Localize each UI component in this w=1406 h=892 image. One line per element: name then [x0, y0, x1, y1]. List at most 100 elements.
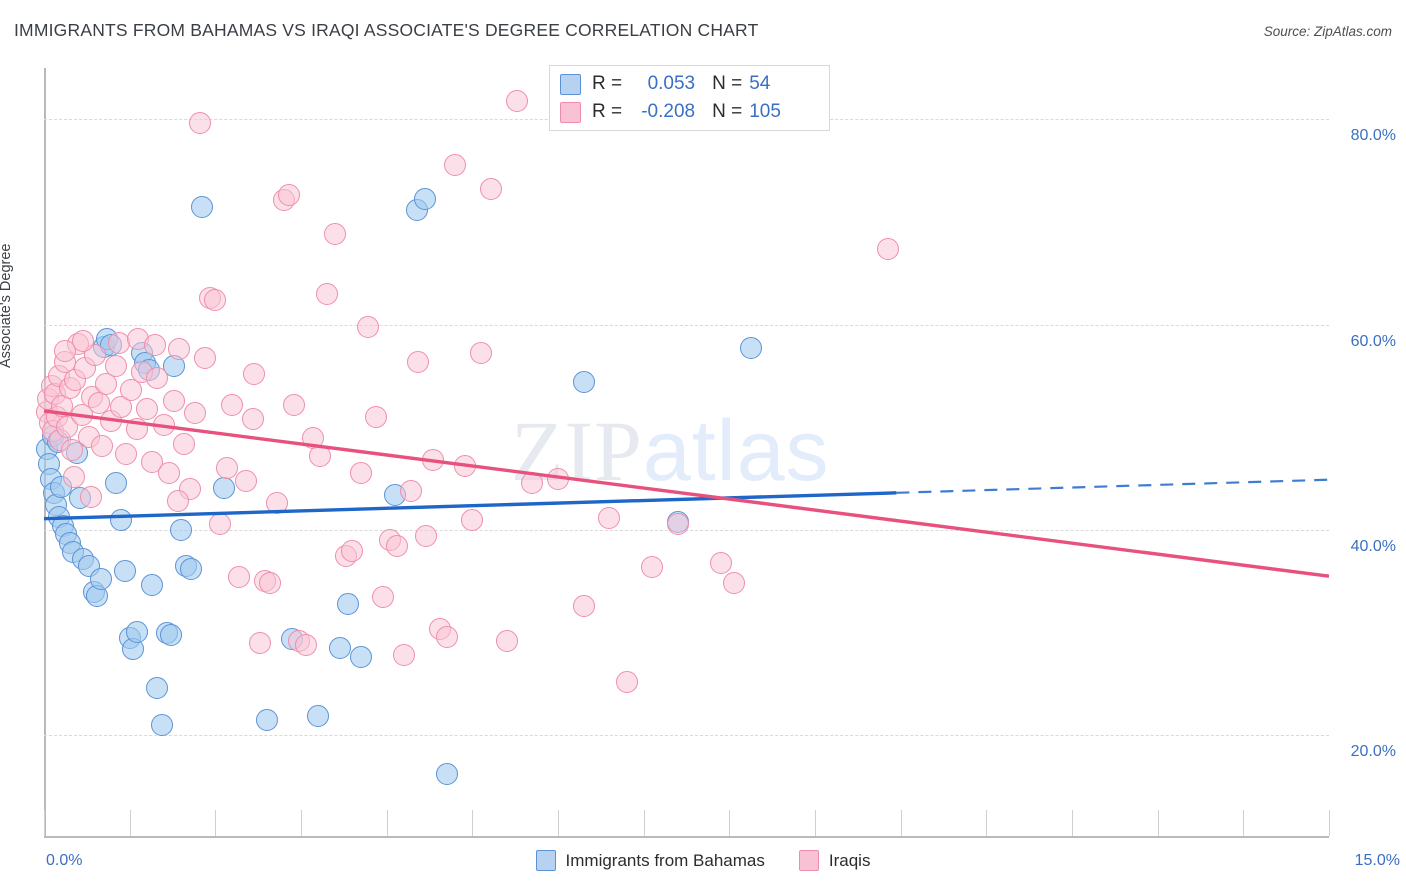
x-axis-tick — [1243, 810, 1245, 836]
scatter-point[interactable] — [159, 623, 182, 646]
scatter-point[interactable] — [615, 670, 638, 693]
scatter-point[interactable] — [641, 555, 664, 578]
scatter-point[interactable] — [183, 401, 206, 424]
scatter-point[interactable] — [415, 525, 438, 548]
scatter-point[interactable] — [125, 620, 148, 643]
scatter-point[interactable] — [739, 337, 762, 360]
scatter-point[interactable] — [62, 465, 85, 488]
scatter-point[interactable] — [194, 346, 217, 369]
scatter-point[interactable] — [89, 568, 112, 591]
scatter-point[interactable] — [91, 434, 114, 457]
legend-item-bahamas[interactable]: Immigrants from Bahamas — [535, 850, 765, 871]
scatter-point[interactable] — [242, 408, 265, 431]
scatter-point[interactable] — [242, 362, 265, 385]
legend-color-bahamas-icon — [535, 850, 556, 871]
scatter-point[interactable] — [140, 574, 163, 597]
legend-r-value-bahamas: 0.053 — [647, 73, 696, 94]
scatter-point[interactable] — [204, 289, 227, 312]
scatter-point[interactable] — [444, 153, 467, 176]
scatter-point[interactable] — [461, 508, 484, 531]
x-axis-tick — [215, 810, 217, 836]
scatter-point[interactable] — [341, 539, 364, 562]
scatter-point[interactable] — [283, 393, 306, 416]
scatter-point[interactable] — [135, 397, 158, 420]
scatter-point[interactable] — [505, 89, 528, 112]
scatter-point[interactable] — [94, 373, 117, 396]
scatter-point[interactable] — [315, 282, 338, 305]
scatter-point[interactable] — [295, 633, 318, 656]
scatter-point[interactable] — [180, 558, 203, 580]
scatter-point[interactable] — [144, 334, 167, 357]
y-tick-label: 60.0% — [1350, 332, 1396, 350]
scatter-point[interactable] — [146, 367, 169, 390]
scatter-point[interactable] — [170, 519, 193, 541]
scatter-point[interactable] — [61, 438, 84, 461]
scatter-point[interactable] — [709, 551, 732, 574]
scatter-point[interactable] — [876, 237, 899, 260]
scatter-point[interactable] — [666, 512, 689, 535]
scatter-point[interactable] — [324, 223, 347, 246]
scatter-point[interactable] — [216, 457, 239, 480]
scatter-point[interactable] — [163, 389, 186, 412]
scatter-point[interactable] — [480, 178, 503, 201]
scatter-point[interactable] — [307, 704, 330, 727]
scatter-point[interactable] — [151, 714, 174, 737]
scatter-point[interactable] — [469, 342, 492, 365]
legend-color-iraqis-icon — [798, 850, 819, 871]
scatter-point[interactable] — [328, 637, 351, 660]
scatter-point[interactable] — [110, 508, 133, 531]
scatter-point[interactable] — [221, 393, 244, 416]
scatter-point[interactable] — [392, 644, 415, 667]
scatter-point[interactable] — [337, 592, 360, 615]
x-axis-tick — [472, 810, 474, 836]
scatter-point[interactable] — [158, 461, 181, 484]
legend-item-iraqis[interactable]: Iraqis — [798, 850, 870, 871]
scatter-point[interactable] — [349, 646, 372, 669]
x-axis-max-label: 15.0% — [1354, 852, 1400, 869]
scatter-point[interactable] — [435, 763, 458, 786]
scatter-point[interactable] — [235, 469, 258, 492]
scatter-point[interactable] — [80, 486, 103, 509]
scatter-point[interactable] — [104, 354, 127, 377]
scatter-point[interactable] — [435, 625, 458, 648]
scatter-point[interactable] — [259, 572, 282, 595]
scatter-point[interactable] — [255, 708, 278, 731]
scatter-point[interactable] — [414, 188, 437, 211]
scatter-point[interactable] — [495, 629, 518, 652]
scatter-point[interactable] — [168, 338, 191, 361]
scatter-point[interactable] — [114, 560, 137, 583]
x-axis-tick — [1157, 810, 1159, 836]
scatter-point[interactable] — [406, 350, 429, 373]
scatter-point[interactable] — [104, 471, 127, 494]
trend-lines — [43, 409, 1330, 578]
scatter-point[interactable] — [115, 443, 138, 466]
scatter-point[interactable] — [54, 340, 77, 363]
scatter-point[interactable] — [372, 585, 395, 608]
scatter-point[interactable] — [166, 490, 189, 513]
scatter-point[interactable] — [71, 330, 94, 353]
legend-n-value-bahamas: 54 — [749, 73, 771, 94]
scatter-point[interactable] — [399, 479, 422, 502]
scatter-point[interactable] — [266, 492, 288, 515]
scatter-point[interactable] — [188, 112, 211, 135]
scatter-point[interactable] — [356, 315, 379, 338]
scatter-point[interactable] — [598, 506, 621, 529]
scatter-point[interactable] — [146, 677, 169, 700]
trendline-extrapolated — [896, 478, 1330, 494]
scatter-point[interactable] — [349, 461, 372, 484]
x-axis-tick — [900, 810, 902, 836]
scatter-point[interactable] — [278, 184, 300, 207]
scatter-point[interactable] — [385, 535, 408, 558]
scatter-point[interactable] — [248, 631, 271, 654]
x-axis-tick — [301, 810, 302, 836]
scatter-point[interactable] — [228, 566, 251, 589]
scatter-point[interactable] — [173, 432, 196, 455]
scatter-point[interactable] — [190, 195, 213, 218]
scatter-point[interactable] — [140, 451, 163, 474]
scatter-point[interactable] — [572, 594, 595, 617]
scatter-point[interactable] — [572, 371, 595, 394]
scatter-point[interactable] — [120, 379, 143, 402]
scatter-point[interactable] — [84, 344, 107, 367]
scatter-point[interactable] — [722, 572, 745, 595]
scatter-point[interactable] — [365, 406, 388, 429]
